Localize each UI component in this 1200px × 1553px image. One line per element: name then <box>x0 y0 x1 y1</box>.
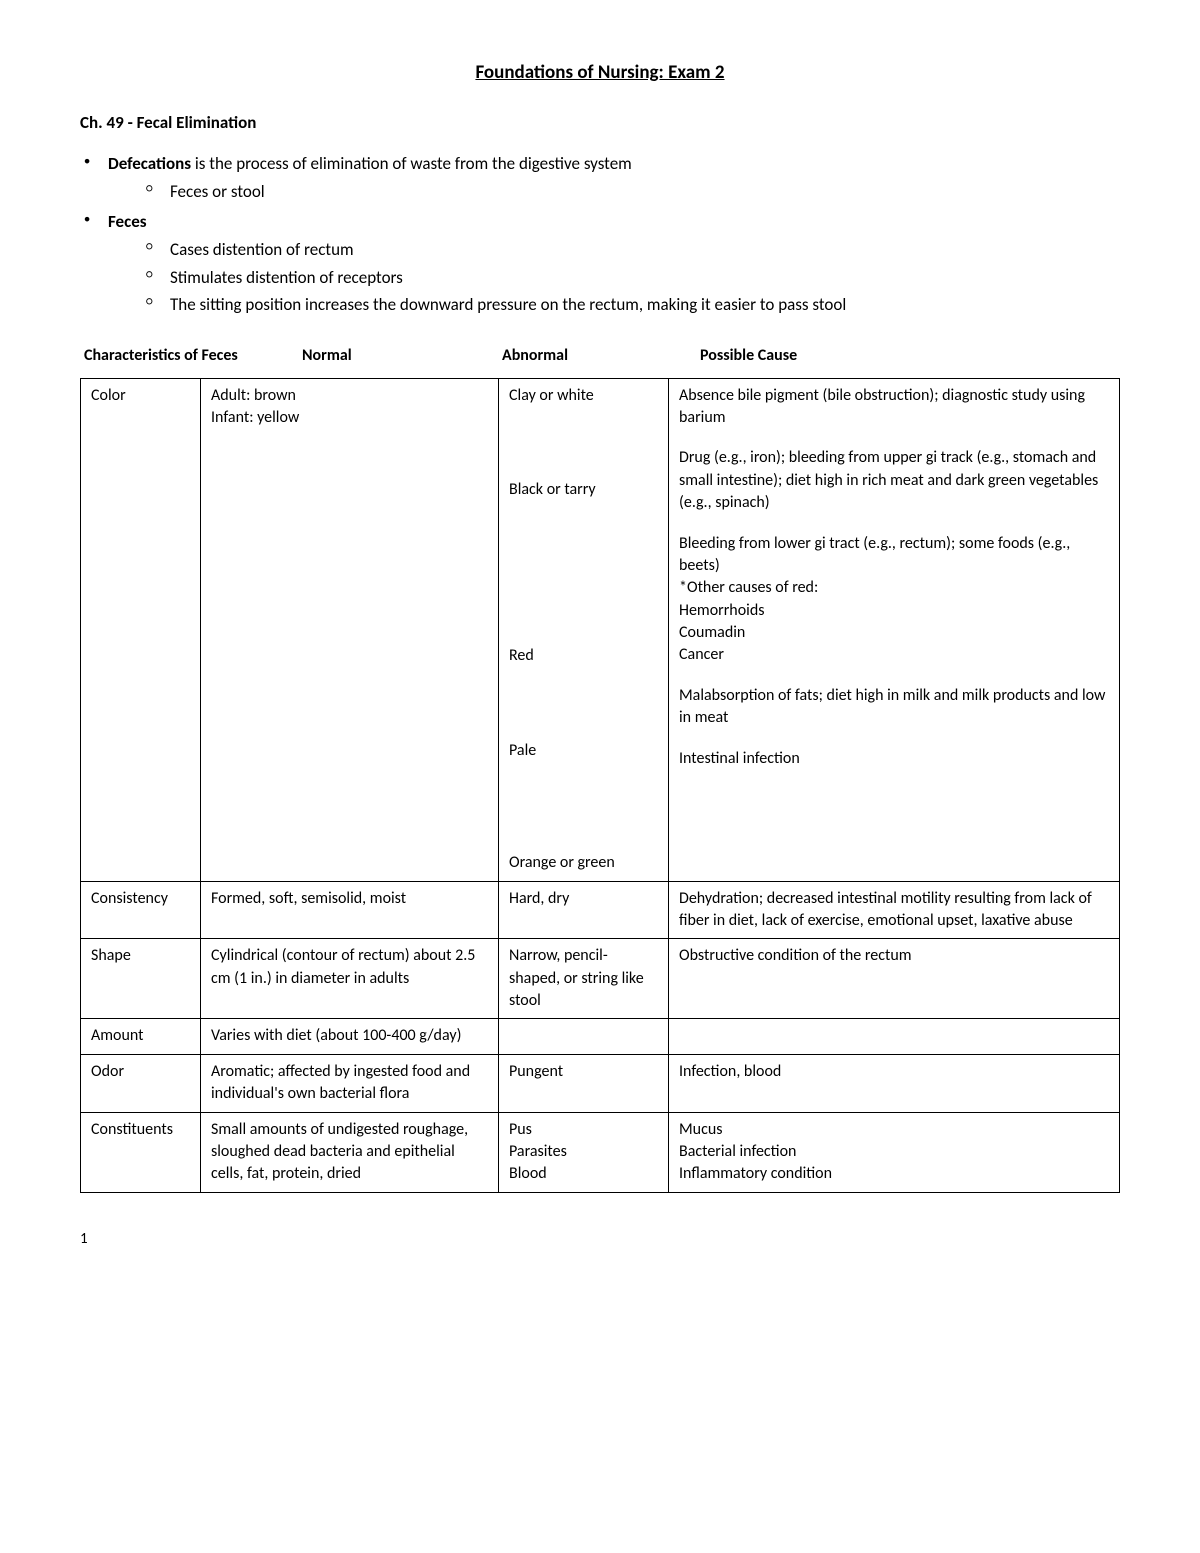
column-header-abnormal: Abnormal <box>502 345 700 367</box>
list-item: Feces or stool <box>146 180 1120 204</box>
cell-line: Mucus <box>679 1119 1109 1141</box>
cell-abnormal: Clay or white Black or tarry Red Pale Or… <box>499 378 669 881</box>
cell-line: Orange or green <box>509 852 658 874</box>
document-title: Foundations of Nursing: Exam 2 <box>80 60 1120 87</box>
column-header-cause: Possible Cause <box>700 345 1116 367</box>
cell-characteristic: Constituents <box>81 1112 201 1192</box>
cell-normal: Varies with diet (about 100-400 g/day) <box>201 1019 499 1054</box>
table-row: Odor Aromatic; affected by ingested food… <box>81 1054 1120 1112</box>
column-header-normal: Normal <box>302 345 502 367</box>
cell-characteristic: Shape <box>81 939 201 1019</box>
cell-line: Bacterial infection <box>679 1141 1109 1163</box>
term-bold: Defecations <box>108 153 191 174</box>
cell-abnormal: Narrow, pencil-shaped, or string like st… <box>499 939 669 1019</box>
cell-line: *Other causes of red: <box>679 577 1109 599</box>
list-item: The sitting position increases the downw… <box>146 293 1120 317</box>
table-row: Consistency Formed, soft, semisolid, moi… <box>81 881 1120 939</box>
cell-line: Black or tarry <box>509 479 658 501</box>
cell-cause: Infection, blood <box>669 1054 1120 1112</box>
term-rest: is the process of elimination of waste f… <box>191 153 632 174</box>
cell-line: Inflammatory condition <box>679 1163 1109 1185</box>
table-row: Amount Varies with diet (about 100-400 g… <box>81 1019 1120 1054</box>
page-number: 1 <box>80 1229 1120 1250</box>
cell-line: Pale <box>509 740 658 762</box>
cell-line: Absence bile pigment (bile obstruction);… <box>679 385 1109 430</box>
cell-characteristic: Amount <box>81 1019 201 1054</box>
cell-normal: Small amounts of undigested roughage, sl… <box>201 1112 499 1192</box>
cell-normal: Cylindrical (contour of rectum) about 2.… <box>201 939 499 1019</box>
cell-abnormal: Hard, dry <box>499 881 669 939</box>
list-item: Cases distention of rectum <box>146 238 1120 262</box>
cell-line: Blood <box>509 1163 658 1185</box>
cell-characteristic: Color <box>81 378 201 881</box>
column-header-characteristic: Characteristics of Feces <box>84 345 302 367</box>
cell-characteristic: Odor <box>81 1054 201 1112</box>
list-item: Stimulates distention of receptors <box>146 266 1120 290</box>
cell-cause: Dehydration; decreased intestinal motili… <box>669 881 1120 939</box>
cell-line: Clay or white <box>509 385 658 407</box>
term-bold: Feces <box>108 211 147 232</box>
cell-normal: Aromatic; affected by ingested food and … <box>201 1054 499 1112</box>
cell-abnormal: Pungent <box>499 1054 669 1112</box>
cell-line: Drug (e.g., iron); bleeding from upper g… <box>679 447 1109 514</box>
cell-line: Pus <box>509 1119 658 1141</box>
cell-line: Hemorrhoids <box>679 600 1109 622</box>
cell-abnormal: Pus Parasites Blood <box>499 1112 669 1192</box>
cell-line: Bleeding from lower gi tract (e.g., rect… <box>679 533 1109 578</box>
cell-normal: Formed, soft, semisolid, moist <box>201 881 499 939</box>
cell-characteristic: Consistency <box>81 881 201 939</box>
cell-line: Infant: yellow <box>211 407 488 429</box>
feces-characteristics-table: Color Adult: brown Infant: yellow Clay o… <box>80 378 1120 1193</box>
cell-cause <box>669 1019 1120 1054</box>
cell-line: Intestinal infection <box>679 748 1109 770</box>
table-row: Shape Cylindrical (contour of rectum) ab… <box>81 939 1120 1019</box>
cell-line: Coumadin <box>679 622 1109 644</box>
table-row: Constituents Small amounts of undigested… <box>81 1112 1120 1192</box>
cell-line: Malabsorption of fats; diet high in milk… <box>679 685 1109 730</box>
cell-cause: Obstructive condition of the rectum <box>669 939 1120 1019</box>
cell-line: Adult: brown <box>211 385 488 407</box>
cell-normal: Adult: brown Infant: yellow <box>201 378 499 881</box>
list-item: Defecations is the process of eliminatio… <box>80 152 1120 204</box>
list-item: Feces Cases distention of rectum Stimula… <box>80 210 1120 317</box>
cell-line: Red <box>509 645 658 667</box>
table-row: Color Adult: brown Infant: yellow Clay o… <box>81 378 1120 881</box>
cell-line: Cancer <box>679 644 1109 666</box>
cell-cause: Mucus Bacterial infection Inflammatory c… <box>669 1112 1120 1192</box>
chapter-heading: Ch. 49 - Fecal Elimination <box>80 111 1120 135</box>
cell-cause: Absence bile pigment (bile obstruction);… <box>669 378 1120 881</box>
outline-list: Defecations is the process of eliminatio… <box>80 152 1120 317</box>
cell-line: Parasites <box>509 1141 658 1163</box>
table-header-row: Characteristics of Feces Normal Abnormal… <box>80 345 1120 367</box>
cell-abnormal <box>499 1019 669 1054</box>
